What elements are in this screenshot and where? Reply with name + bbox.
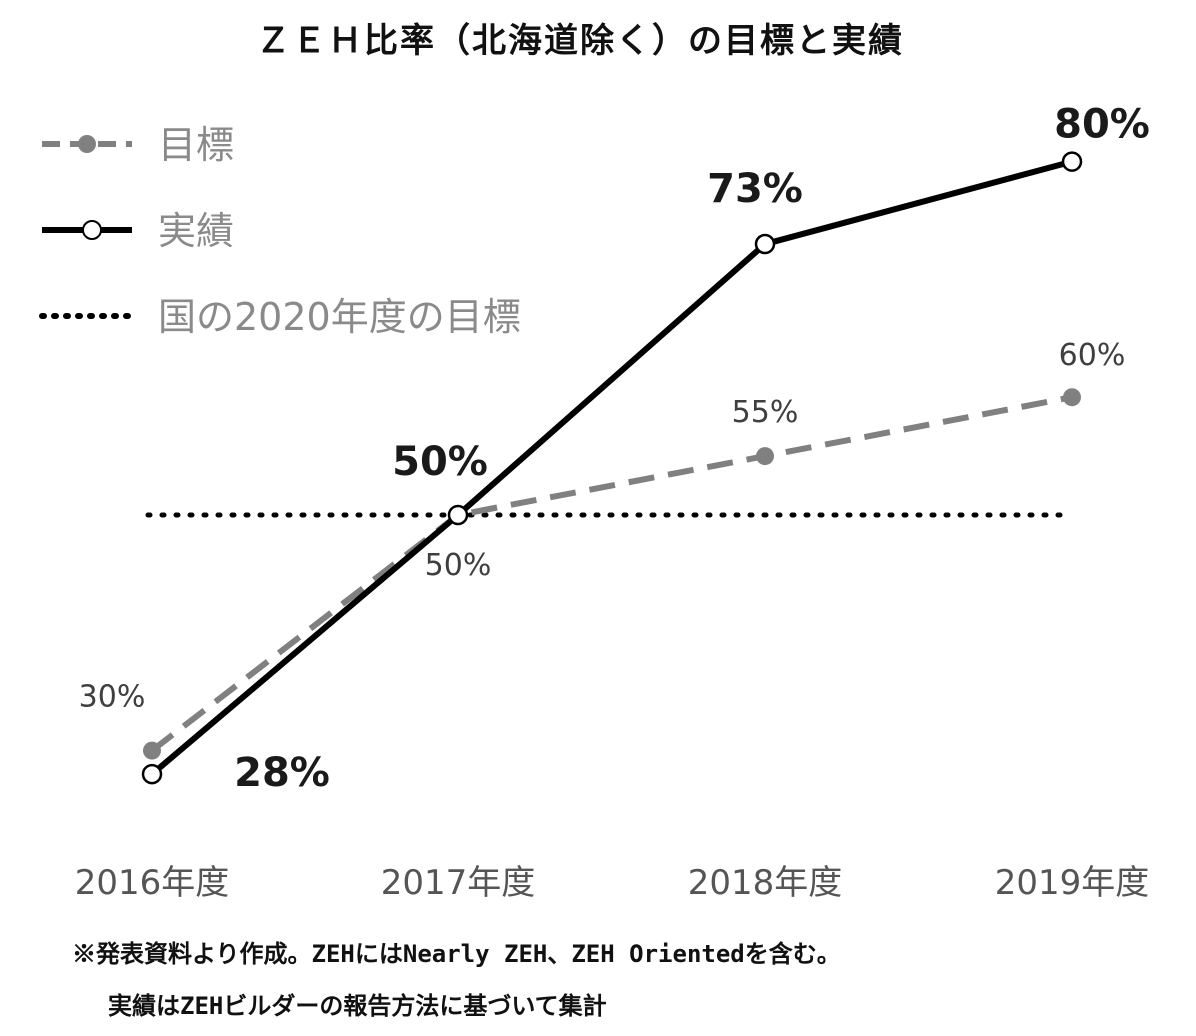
- target-data-label: 55%: [732, 395, 799, 430]
- target-series-line: [150, 394, 1073, 753]
- plot-area: 30% 50% 55% 60% 28% 50% 73% 80%: [79, 102, 1150, 797]
- actual-point: [141, 763, 163, 785]
- actual-data-label: 80%: [1054, 102, 1150, 148]
- target-data-label: 50%: [425, 548, 492, 583]
- actual-point: [754, 233, 776, 255]
- footnote-line-2: 実績はZEHビルダーの報告方法に基づいて集計: [108, 992, 607, 1020]
- target-point: [1063, 388, 1081, 407]
- target-point: [143, 741, 161, 760]
- legend-label-national: 国の2020年度の目標: [158, 295, 521, 339]
- legend-item-national: 国の2020年度の目標: [39, 295, 521, 339]
- actual-data-label: 28%: [234, 750, 330, 796]
- legend: 目標 実績 国の2020年度の目標: [39, 123, 521, 339]
- target-data-label: 30%: [79, 680, 146, 715]
- legend-item-actual: 実績: [42, 209, 234, 253]
- actual-data-label: 73%: [707, 166, 803, 212]
- target-data-label: 60%: [1059, 338, 1126, 373]
- legend-label-actual: 実績: [158, 209, 234, 253]
- chart-title: ＺＥＨ比率（北海道除く）の目標と実績: [256, 21, 904, 61]
- footnote-line-1: ※発表資料より作成。ZEHにはNearly ZEH、ZEH Orientedを含…: [72, 940, 841, 968]
- actual-point: [1061, 151, 1083, 172]
- x-tick-label: 2017年度: [381, 863, 536, 903]
- x-tick-label: 2016年度: [75, 863, 230, 903]
- legend-actual-marker: [82, 220, 102, 240]
- actual-series-line: [150, 158, 1073, 777]
- legend-label-target: 目標: [158, 123, 234, 167]
- actual-data-label: 50%: [392, 439, 488, 485]
- x-axis-labels: 2016年度 2017年度 2018年度 2019年度: [75, 863, 1150, 903]
- legend-item-target: 目標: [42, 123, 234, 167]
- target-point: [756, 447, 774, 466]
- x-tick-label: 2019年度: [995, 863, 1150, 903]
- actual-point: [447, 504, 469, 526]
- legend-target-marker: [78, 135, 96, 153]
- x-tick-label: 2018年度: [688, 863, 843, 903]
